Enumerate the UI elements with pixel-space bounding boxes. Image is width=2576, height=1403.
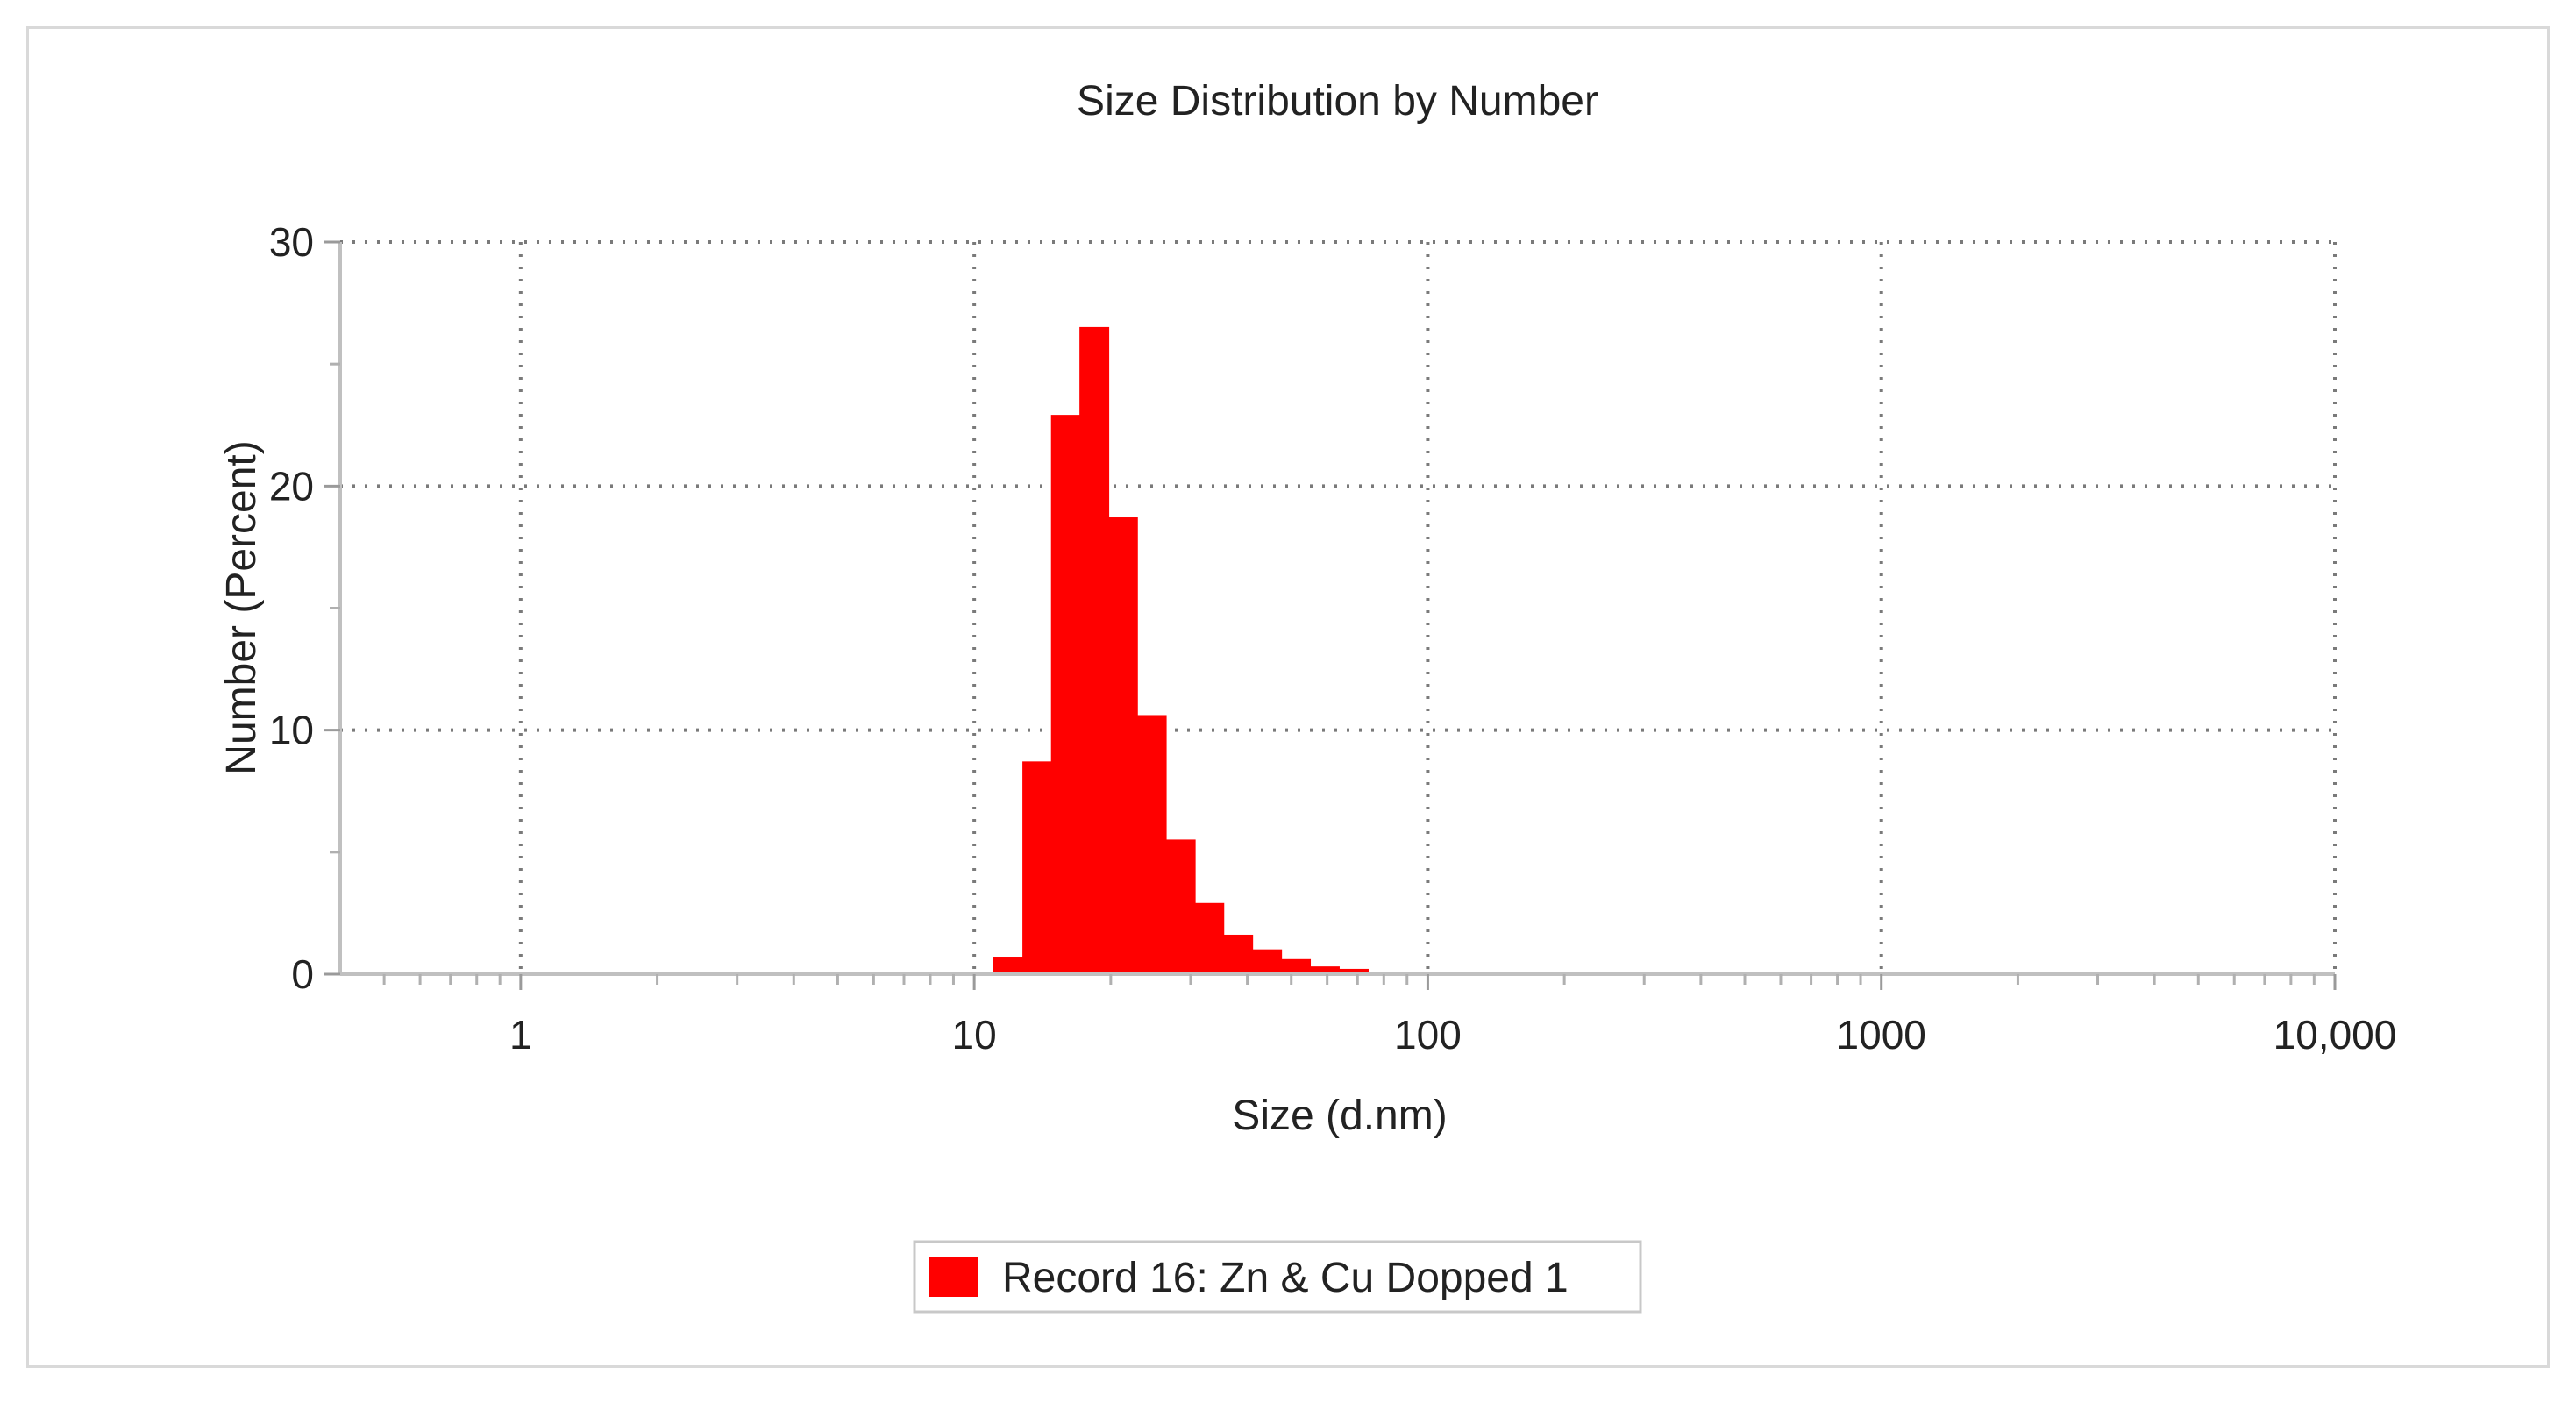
- x-tick-label: 1: [509, 1012, 532, 1058]
- histogram-bar: [1165, 839, 1196, 975]
- y-tick-label: 0: [291, 951, 314, 997]
- histogram-bar: [1050, 415, 1081, 975]
- histogram-bar: [1136, 715, 1167, 975]
- histogram-bar: [993, 957, 1024, 975]
- histogram-bar: [1079, 326, 1110, 975]
- histogram-bar: [1252, 949, 1283, 975]
- grid-layer: [340, 240, 2337, 974]
- ticks-layer: 1 10 100 1000 10,000 0 10 20 30: [269, 219, 2397, 1058]
- legend-label: Record 16: Zn & Cu Dopped 1: [1002, 1255, 1569, 1301]
- x-tick-label: 10: [952, 1012, 997, 1058]
- histogram-bar: [1022, 761, 1052, 975]
- size-distribution-chart: Size Distribution by Number 1 10 100 1000 10…: [218, 78, 2397, 1314]
- chart-frame: Size Distribution by Number 1 10 100 1000 10…: [26, 26, 2550, 1368]
- histogram-bar: [1223, 934, 1254, 975]
- legend-swatch: [929, 1257, 978, 1297]
- y-tick-label: 30: [269, 219, 314, 265]
- histogram-bar: [1108, 517, 1138, 975]
- chart-title: Size Distribution by Number: [1077, 78, 1598, 125]
- y-tick-label: 20: [269, 463, 314, 509]
- x-tick-label: 10,000: [2274, 1012, 2397, 1058]
- axes-layer: [338, 242, 2335, 976]
- y-tick-label: 10: [269, 708, 314, 753]
- x-axis-label: Size (d.nm): [1232, 1093, 1447, 1139]
- x-tick-label: 1000: [1837, 1012, 1926, 1058]
- x-tick-label: 100: [1394, 1012, 1462, 1058]
- y-axis-label: Number (Percent): [218, 440, 265, 774]
- histogram-bar: [1194, 902, 1225, 975]
- legend-box: [913, 1240, 1642, 1314]
- histogram-bar: [1281, 958, 1312, 975]
- legend: Record 16: Zn & Cu Dopped 1: [913, 1240, 1642, 1314]
- bars-layer: [993, 326, 1369, 975]
